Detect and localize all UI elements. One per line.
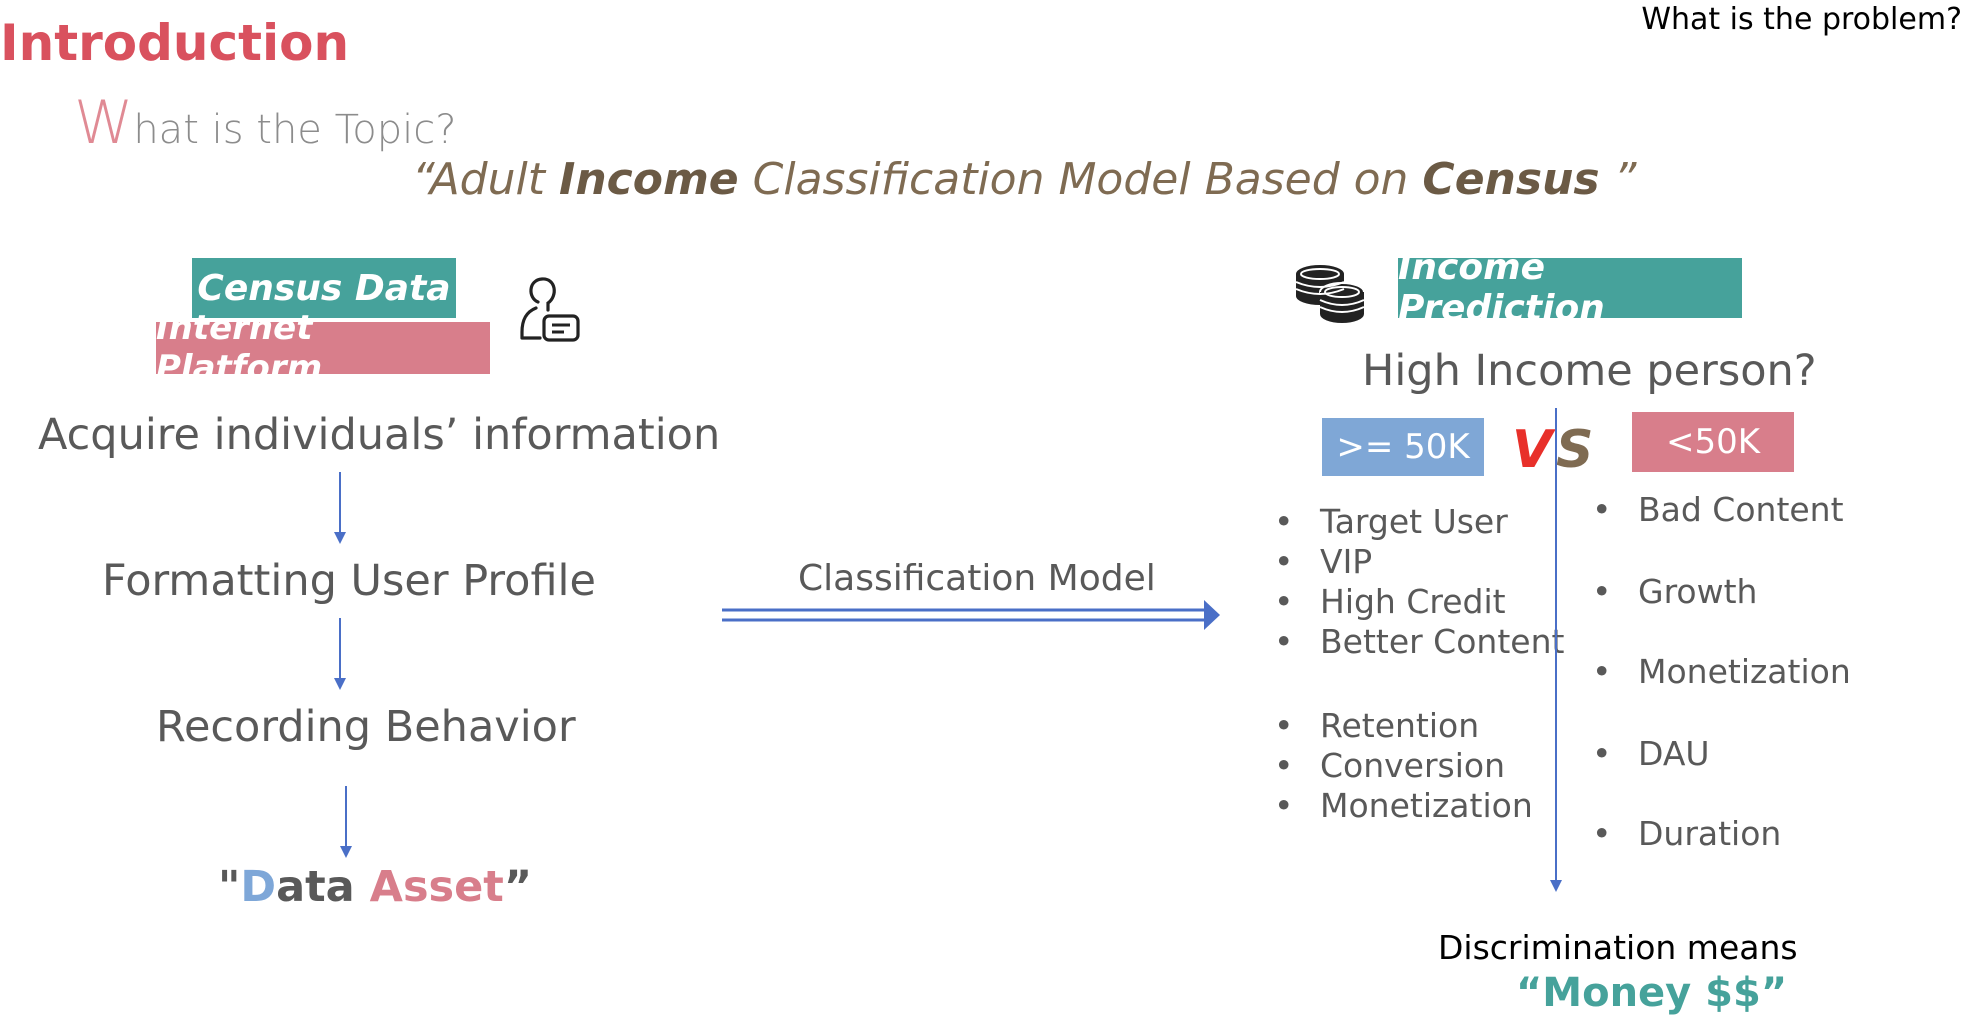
topic-first-letter: W [74, 88, 134, 158]
low-bullet-dau: DAU [1592, 734, 1709, 773]
topic-question-rest: hat is the Topic? [133, 107, 457, 153]
low-bullet-growth: Growth [1592, 572, 1758, 611]
topic-question: What is the Topic? [74, 88, 456, 158]
low-bullet-duration: Duration [1592, 814, 1781, 853]
flow-step-acquire: Acquire individuals’ information [38, 410, 721, 460]
high-income-box: >= 50K [1322, 418, 1484, 476]
flow-step-format: Formatting User Profile [102, 556, 596, 606]
high-bullet-conversion: Conversion [1274, 746, 1505, 785]
high-bullet-monetization: Monetization [1274, 786, 1533, 825]
discrimination-text: Discrimination means [1438, 928, 1798, 967]
asset-letter-d: D [240, 862, 277, 912]
classification-model-label: Classification Model [798, 558, 1156, 599]
corner-title: What is the problem? [1641, 2, 1962, 37]
statement-mid: Classification Model Based on [738, 154, 1423, 205]
asset-open-quote: " [218, 862, 241, 912]
low-bullet-bad-content: Bad Content [1592, 490, 1843, 529]
census-data-badge: Census Data [192, 258, 456, 318]
coins-icon [1295, 265, 1365, 323]
statement-close: ” [1599, 154, 1637, 205]
section-title: Introduction [0, 14, 350, 72]
vs-letter-s: S [1556, 420, 1594, 480]
vs-letter-v: V [1512, 420, 1553, 480]
user-card-icon [520, 277, 580, 342]
classification-model-arrow [722, 600, 1220, 630]
internet-platform-badge: Internet Platform [156, 308, 490, 388]
high-bullet-retention: Retention [1274, 706, 1479, 745]
statement-bold-income: Income [558, 154, 739, 205]
asset-close-quote: ” [503, 862, 533, 912]
asset-word-ata: ata [276, 862, 370, 912]
high-income-question: High Income person? [1362, 346, 1817, 396]
money-text: “Money $$” [1516, 970, 1788, 1016]
low-income-box: <50K [1632, 412, 1794, 472]
statement-open: “Adult [412, 154, 559, 205]
flow-step-record: Recording Behavior [156, 702, 576, 752]
high-bullet-target-user: Target User [1274, 502, 1508, 541]
data-asset-label: "Data Asset” [218, 862, 532, 912]
high-bullet-vip: VIP [1274, 542, 1372, 581]
high-bullet-better-content: Better Content [1274, 622, 1565, 661]
statement-bold-census: Census [1422, 154, 1600, 205]
topic-statement: “Adult Income Classification Model Based… [412, 154, 1636, 205]
asset-word-asset: Asset [369, 862, 504, 912]
high-bullet-high-credit: High Credit [1274, 582, 1505, 621]
low-bullet-monetization: Monetization [1592, 652, 1851, 691]
